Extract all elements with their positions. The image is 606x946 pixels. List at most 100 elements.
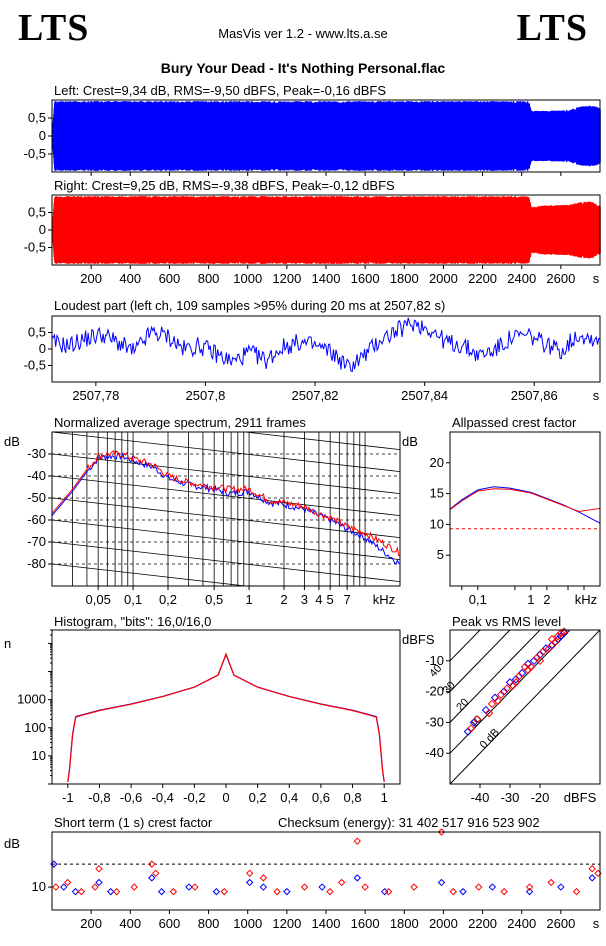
allpassed-crest-factor-x-unit: kHz (575, 592, 597, 607)
peak-vs-rms-crest-line (450, 630, 541, 724)
short-term-crest-point (71, 887, 80, 896)
average-spectrum-xtick-label: 5 (327, 592, 334, 607)
left-waveform-ytick-label: 0,5 (28, 110, 46, 125)
short-term-crest-xtick-label: 1400 (312, 916, 341, 931)
peak-vs-rms-point (463, 727, 473, 736)
histogram-xtick-label: 1 (381, 790, 388, 805)
average-spectrum-xtick-label: 2 (280, 592, 287, 607)
right-waveform-xtick-label: 800 (198, 271, 220, 286)
right-waveform-ytick-label: 0 (39, 222, 46, 237)
average-spectrum-xtick-label: 0,2 (159, 592, 177, 607)
short-term-crest-point (52, 883, 60, 891)
short-term-crest-point (384, 887, 393, 896)
short-term-crest-xtick-label: 600 (159, 916, 181, 931)
short-term-crest-title: Short term (1 s) crest factor (54, 815, 213, 830)
allpassed-crest-factor-ytick-label: 10 (430, 516, 444, 531)
peak-vs-rms-crest-line (450, 630, 571, 754)
short-term-crest-xtick-label: 400 (119, 916, 141, 931)
short-term-crest-point (353, 837, 362, 845)
right-waveform-ytick-label: 0,5 (28, 205, 46, 220)
average-spectrum-slope-line (52, 453, 400, 494)
short-term-crest-point (91, 883, 99, 891)
peak-vs-rms-point (544, 644, 554, 653)
average-spectrum-ytick-label: -60 (27, 512, 46, 527)
allpassed-crest-factor-ytick-label: 5 (437, 547, 444, 562)
peak-vs-rms-crest-line (450, 630, 511, 693)
average-spectrum-ytick-label: -50 (27, 490, 46, 505)
short-term-crest-point (474, 883, 483, 891)
short-term-crest-point (525, 883, 534, 891)
histogram-title: Histogram, "bits": 16,0/16,0 (54, 614, 211, 629)
right-waveform-xtick-label: 1800 (390, 271, 419, 286)
short-term-crest-point (547, 878, 555, 887)
average-spectrum-slope-line (52, 519, 400, 560)
left-waveform-signal (51, 101, 601, 171)
peak-vs-rms-point (547, 635, 557, 644)
short-term-crest-point (95, 864, 103, 873)
right-waveform-xtick-label: 200 (80, 271, 102, 286)
peak-vs-rms-frame (449, 629, 601, 785)
right-waveform-xtick-label: 1600 (351, 271, 380, 286)
peak-vs-rms-ytick-label: -30 (425, 714, 444, 729)
average-spectrum-slope-line (241, 432, 400, 450)
average-spectrum-xtick-label: 3 (301, 592, 308, 607)
short-term-crest-point (300, 883, 309, 891)
average-spectrum-slope-line (52, 541, 400, 582)
peak-vs-rms-point (511, 675, 521, 684)
short-term-crest-point (459, 887, 467, 896)
right-waveform-xtick-label: 400 (119, 271, 141, 286)
peak-vs-rms-ylabel: dBFS (402, 632, 435, 647)
short-term-crest-series-right (52, 828, 602, 896)
short-term-crest-point (273, 887, 281, 896)
loudest-part-xtick-label: 2507,8 (186, 388, 226, 403)
short-term-crest-xtick-label: 1600 (351, 916, 380, 931)
right-waveform-x-unit: s (593, 271, 600, 286)
peak-vs-rms-crest-line (450, 630, 600, 784)
short-term-crest-point (245, 869, 254, 878)
short-term-crest-xtick-label: 2600 (546, 916, 575, 931)
peak-vs-rms-point (553, 631, 563, 641)
short-term-crest-point (148, 860, 156, 868)
peak-vs-rms-point (502, 684, 512, 693)
peak-vs-rms-xtick-label: -40 (471, 790, 490, 805)
average-spectrum-x-unit: kHz (373, 592, 395, 607)
short-term-crest-point (437, 878, 446, 887)
short-term-crest-point (337, 878, 346, 887)
short-term-crest-point (95, 878, 103, 887)
peak-vs-rms-point (535, 656, 545, 666)
left-waveform-ytick-label: -0,5 (24, 146, 46, 161)
peak-vs-rms-point (538, 647, 548, 656)
histogram-series-right (67, 652, 385, 782)
average-spectrum-frame (51, 431, 401, 587)
average-spectrum-slope-line (52, 630, 400, 670)
lts-logo-right: LTS (516, 7, 588, 49)
average-spectrum-ylabel: dB (4, 434, 20, 449)
short-term-crest-xtick-label: 1000 (233, 916, 262, 931)
short-term-crest-point (259, 874, 268, 882)
short-term-crest-point (449, 887, 457, 896)
short-term-crest-point (557, 883, 565, 891)
file-title: Bury Your Dead - It's Nothing Personal.f… (160, 60, 446, 76)
short-term-crest-point (500, 887, 508, 896)
peak-vs-rms-xtick-label: -20 (531, 790, 550, 805)
peak-vs-rms-ytick-label: -40 (425, 745, 444, 760)
right-waveform-xtick-label: 2600 (546, 271, 575, 286)
short-term-crest-frame (51, 831, 601, 911)
allpassed-crest-factor-title: Allpassed crest factor (452, 415, 577, 430)
peak-vs-rms-series-right (466, 627, 569, 733)
average-spectrum-xtick-label: 7 (343, 592, 350, 607)
left-waveform-ytick-label: 0 (39, 128, 46, 143)
peak-vs-rms-point (550, 638, 560, 647)
short-term-crest-ylabel: dB (4, 836, 20, 851)
peak-vs-rms-point (559, 628, 569, 638)
short-term-crest-point (185, 883, 193, 891)
right-waveform-xtick-label: 1000 (233, 271, 262, 286)
right-waveform-title: Right: Crest=9,25 dB, RMS=-9,38 dBFS, Pe… (54, 178, 395, 193)
average-spectrum-ytick-label: -40 (27, 468, 46, 483)
average-spectrum-slope-line (52, 563, 249, 586)
average-spectrum-slope-line (52, 475, 400, 516)
average-spectrum-slope-line (52, 652, 400, 692)
short-term-crest-point (157, 887, 166, 896)
right-waveform-xtick-label: 2400 (507, 271, 536, 286)
